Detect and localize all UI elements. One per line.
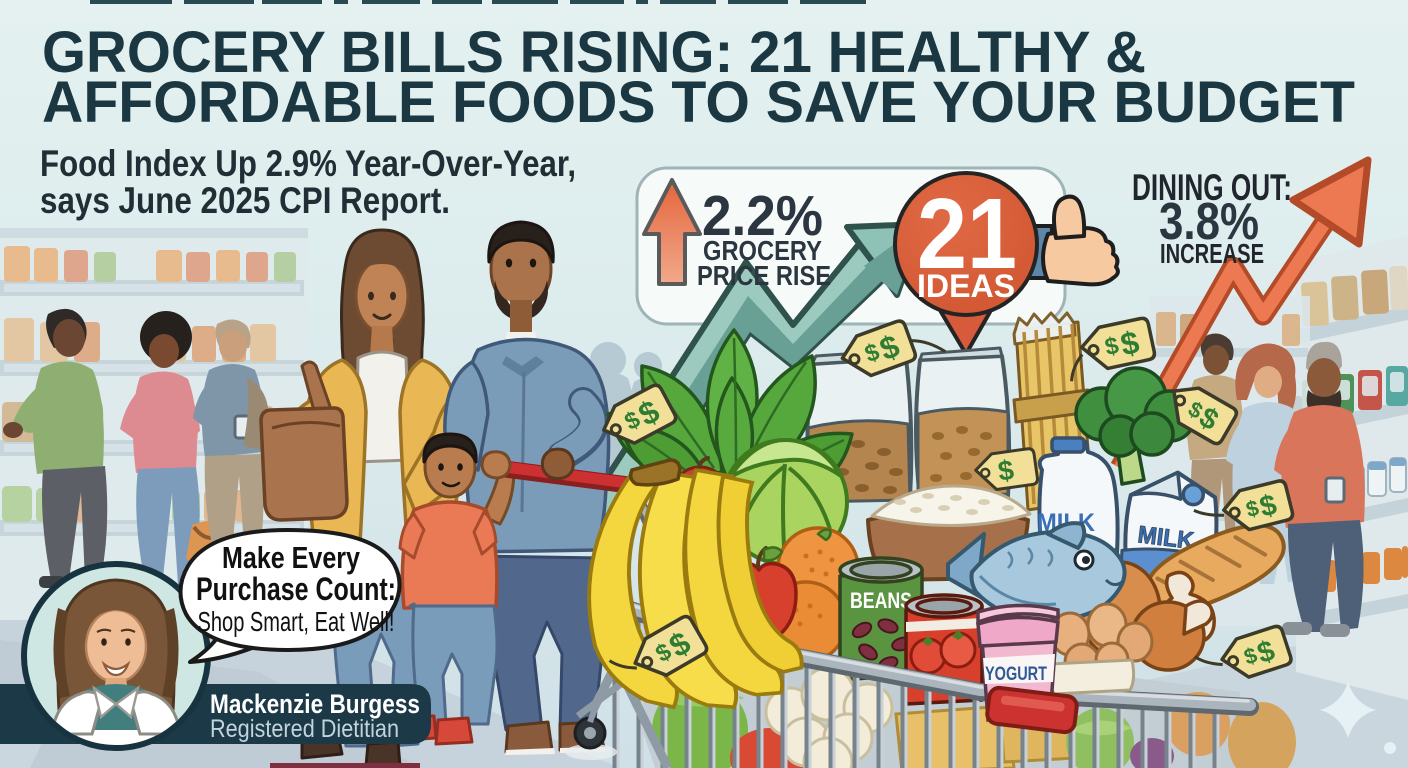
svg-text:21: 21 xyxy=(917,178,1017,290)
svg-text:$: $ xyxy=(1243,495,1261,522)
svg-text:says June 2025 CPI Report.: says June 2025 CPI Report. xyxy=(40,180,450,221)
svg-text:2.2%: 2.2% xyxy=(702,184,823,248)
svg-text:Registered Dietitian: Registered Dietitian xyxy=(210,715,399,743)
svg-text:3.8%: 3.8% xyxy=(1159,193,1259,251)
svg-text:Make Every: Make Every xyxy=(222,540,361,575)
svg-text:PRICE RISE: PRICE RISE xyxy=(697,260,831,291)
svg-text:$: $ xyxy=(1257,489,1280,524)
svg-text:IDEAS: IDEAS xyxy=(917,268,1015,304)
svg-text:Mackenzie Burgess: Mackenzie Burgess xyxy=(210,689,420,719)
svg-text:$: $ xyxy=(1103,332,1122,361)
svg-text:Shop Smart, Eat Well!: Shop Smart, Eat Well! xyxy=(198,606,395,637)
svg-text:AFFORDABLE FOODS TO SAVE YOUR: AFFORDABLE FOODS TO SAVE YOUR BUDGET xyxy=(42,70,1355,135)
svg-text:DINING OUT:: DINING OUT: xyxy=(1132,167,1292,208)
svg-text:BEANS: BEANS xyxy=(850,588,912,613)
svg-text:YOGURT: YOGURT xyxy=(985,664,1047,685)
svg-text:INCREASE: INCREASE xyxy=(1160,238,1264,269)
svg-text:Food Index Up 2.9% Year-Over-Y: Food Index Up 2.9% Year-Over-Year, xyxy=(40,143,576,184)
svg-text:GROCERY: GROCERY xyxy=(703,235,822,266)
svg-text:$: $ xyxy=(996,454,1016,487)
svg-text:Purchase Count:: Purchase Count: xyxy=(196,571,396,607)
svg-text:GROCERY BILLS RISING: 21 HEALT: GROCERY BILLS RISING: 21 HEALTHY & xyxy=(42,20,1146,85)
